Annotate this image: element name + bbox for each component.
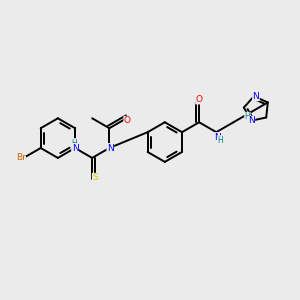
Text: H: H <box>218 136 223 145</box>
Text: N: N <box>107 143 114 152</box>
Text: O: O <box>124 116 131 125</box>
Text: S: S <box>92 173 98 182</box>
Text: N: N <box>253 92 259 101</box>
Text: H: H <box>71 139 77 148</box>
Text: Br: Br <box>16 153 26 162</box>
Text: N: N <box>72 143 78 152</box>
Text: N: N <box>248 116 255 125</box>
Text: N: N <box>214 133 221 142</box>
Text: O: O <box>196 95 202 104</box>
Text: H: H <box>244 112 250 121</box>
